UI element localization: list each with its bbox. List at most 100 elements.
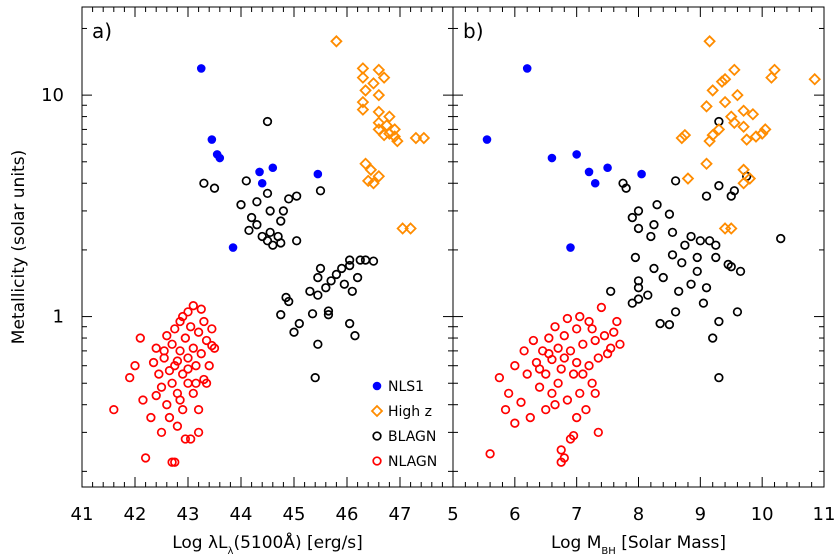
point-blagn (776, 233, 786, 244)
point-nlagn (199, 316, 209, 327)
point-high-z (417, 131, 431, 145)
point-high-z (356, 71, 370, 84)
x-tick-label: 6 (509, 504, 520, 525)
point-nlagn (188, 301, 198, 311)
point-blagn (630, 252, 641, 263)
point-high-z (700, 157, 713, 171)
point-nlagn (109, 404, 119, 415)
point-nlagn (164, 412, 175, 423)
point-nlagn (587, 378, 597, 388)
point-blagn (310, 372, 320, 383)
point-nlagn (544, 349, 554, 359)
point-high-z (372, 170, 386, 183)
point-high-z (367, 77, 380, 90)
x-axis-title: Log λLλ(5100Å) [erg/s] (172, 531, 363, 556)
point-nlagn (525, 412, 535, 423)
legend-marker-high-z (370, 404, 384, 418)
point-nls1 (215, 153, 225, 163)
point-nlagn (584, 316, 594, 327)
x-axis-title-rest: (5100Å) [erg/s] (233, 531, 362, 553)
axis-ticks (81, 7, 825, 487)
point-blagn (708, 333, 718, 343)
point-high-z (743, 172, 757, 185)
point-high-z (765, 71, 778, 84)
point-blagn (292, 236, 302, 246)
point-blagn (711, 252, 721, 263)
point-blagn (658, 272, 668, 283)
point-blagn (667, 250, 678, 260)
point-blagn (262, 188, 273, 199)
x-tick-label: 43 (177, 504, 200, 525)
point-nls1 (584, 167, 594, 177)
point-nlagn (191, 378, 201, 388)
point-nlagn (175, 395, 185, 405)
point-nlagn (553, 343, 563, 353)
point-high-z (737, 176, 750, 190)
point-nlagn (522, 369, 532, 379)
point-nlagn (559, 353, 569, 363)
point-nlagn (183, 378, 193, 388)
legend-label: NLS1 (388, 379, 424, 395)
point-nlagn (180, 333, 191, 343)
point-nlagn (534, 382, 545, 392)
point-nlagn (534, 364, 545, 374)
point-blagn (701, 191, 712, 201)
point-blagn (326, 276, 336, 286)
point-high-z (367, 176, 380, 190)
point-blagn (686, 231, 696, 242)
point-blagn (345, 318, 355, 329)
point-blagn (331, 269, 342, 280)
point-nlagn (193, 327, 204, 337)
point-nlagn (167, 378, 177, 388)
point-blagn (633, 223, 644, 234)
x-tick-label: 46 (336, 504, 359, 525)
point-nlagn (130, 361, 140, 371)
point-blagn (674, 286, 684, 296)
point-blagn (265, 227, 275, 238)
point-nls1 (637, 169, 646, 179)
point-nlagn (578, 369, 588, 379)
panel-tag: b) (463, 19, 484, 43)
point-nlagn (593, 427, 603, 438)
point-blagn (698, 298, 709, 308)
point-nlagn (606, 343, 616, 353)
point-blagn (680, 240, 690, 250)
point-blagn (209, 183, 220, 193)
point-nlagn (201, 335, 212, 346)
point-nlagn (572, 412, 582, 423)
x-axis-title-sub: BH (601, 546, 615, 556)
point-high-z (681, 172, 695, 185)
point-high-z (731, 88, 744, 102)
point-nls1 (482, 135, 492, 144)
point-nlagn (188, 343, 198, 353)
point-blagn (323, 310, 334, 320)
point-nlagn (175, 316, 185, 327)
point-high-z (356, 95, 370, 109)
point-nlagn (575, 311, 585, 322)
point-nlagn (156, 382, 167, 392)
x-tick-label: 42 (124, 504, 147, 525)
point-blagn (315, 186, 326, 196)
point-nlagn (180, 434, 191, 444)
point-nlagn (568, 430, 579, 441)
point-nlagn (185, 322, 196, 332)
point-blagn (347, 286, 357, 296)
x-tick-label: 5 (447, 504, 458, 525)
point-high-z (383, 110, 396, 123)
legend-label: BLAGN (388, 429, 436, 445)
point-nlagn (191, 361, 201, 371)
point-nls1 (572, 150, 581, 159)
x-tick-label: 47 (389, 504, 412, 525)
point-nlagn (172, 421, 183, 431)
y-tick-label: 1 (53, 307, 64, 328)
point-blagn (360, 255, 371, 265)
point-high-z (737, 104, 750, 118)
point-nlagn (556, 364, 566, 374)
point-blagn (268, 240, 278, 250)
point-nls1 (196, 64, 206, 73)
point-nlagn (572, 357, 582, 368)
point-high-z (746, 107, 760, 121)
point-nls1 (603, 163, 612, 173)
point-blagn (714, 181, 724, 191)
